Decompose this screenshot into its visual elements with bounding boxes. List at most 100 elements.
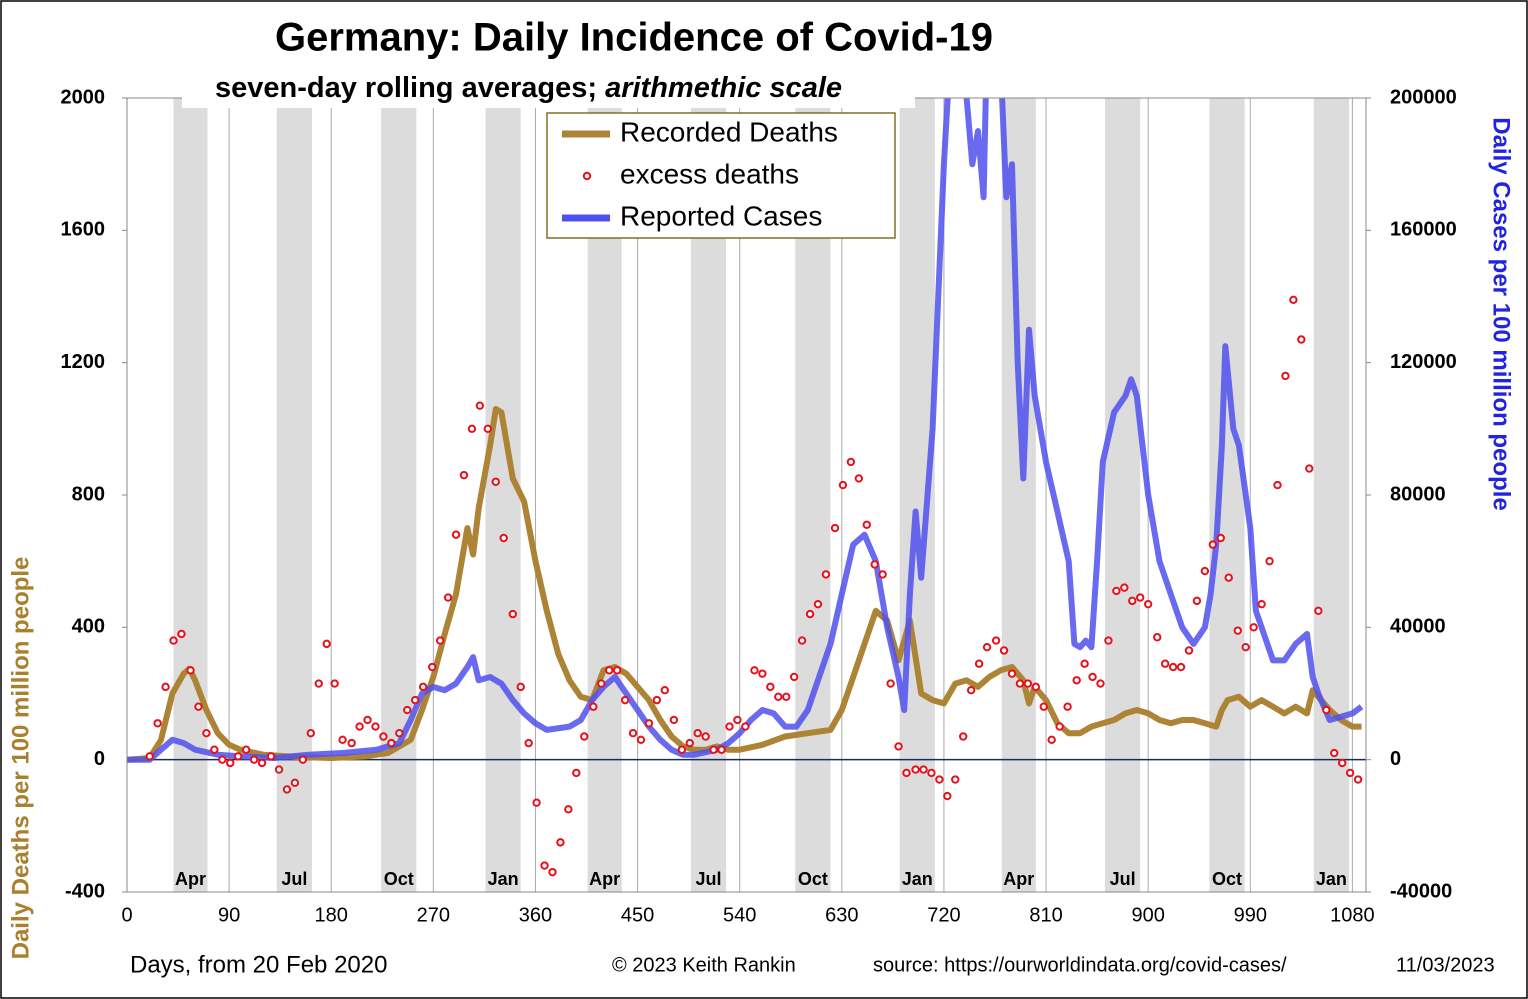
date: 11/03/2023 <box>1396 954 1495 976</box>
excess-death-point <box>322 639 331 649</box>
x-tick-label: 990 <box>1234 904 1267 926</box>
y-tick-label: 400 <box>72 616 105 638</box>
excess-death-point <box>306 729 316 738</box>
x-tick-label: 720 <box>927 904 960 926</box>
excess-death-point <box>572 768 581 778</box>
excess-death-point <box>1112 586 1121 596</box>
month-label: Jul <box>1110 869 1136 889</box>
excess-death-point <box>774 692 783 702</box>
legend-label: Recorded Deaths <box>620 116 838 147</box>
excess-death-point <box>1281 371 1290 381</box>
excess-death-point <box>177 629 186 639</box>
y-tick-label: 800 <box>72 483 105 505</box>
y2-tick-label: 0 <box>1390 748 1401 770</box>
excess-death-point <box>597 679 606 688</box>
excess-death-point <box>1015 679 1025 688</box>
excess-death-point <box>1322 705 1331 715</box>
legend-label: excess deaths <box>620 158 799 189</box>
excess-death-point <box>652 695 662 705</box>
month-label: Jan <box>1316 869 1347 889</box>
excess-death-point <box>1055 722 1064 731</box>
excess-death-point <box>1265 556 1274 566</box>
excess-death-point <box>805 609 815 619</box>
excess-death-point <box>1192 596 1202 606</box>
x-tick-label: 540 <box>723 904 756 926</box>
month-band <box>1209 98 1245 892</box>
excess-death-point <box>605 666 614 675</box>
excess-death-point <box>1007 669 1017 678</box>
excess-death-point <box>1224 573 1233 582</box>
excess-death-point <box>532 798 541 807</box>
excess-death-point <box>1249 623 1258 632</box>
chart-title: Germany: Daily Incidence of Covid-19 <box>275 16 993 60</box>
x-tick-label: 360 <box>519 904 552 926</box>
excess-death-point <box>789 672 799 682</box>
excess-death-point <box>274 765 284 774</box>
excess-death-point <box>1080 659 1089 668</box>
month-label: Apr <box>1003 869 1034 889</box>
y2-tick-label: 200000 <box>1390 86 1457 108</box>
excess-death-point <box>1289 295 1298 305</box>
x-tick-label: 0 <box>121 904 132 926</box>
excess-death-point <box>355 722 364 731</box>
excess-death-point <box>1330 748 1339 758</box>
y2-tick-label: 120000 <box>1390 351 1457 373</box>
excess-death-point <box>677 745 687 754</box>
excess-death-point <box>628 729 638 738</box>
month-band <box>1105 98 1141 892</box>
month-band <box>173 98 208 892</box>
excess-death-point <box>589 702 598 711</box>
excess-death-point <box>1241 642 1250 652</box>
excess-death-point <box>1353 775 1363 784</box>
excess-death-point <box>257 758 267 768</box>
excess-death-point <box>951 775 960 784</box>
x-tick-label: 900 <box>1131 904 1164 926</box>
month-band <box>1001 98 1036 892</box>
excess-death-point <box>669 715 679 725</box>
excess-death-point <box>524 738 533 748</box>
excess-death-point <box>467 424 477 434</box>
excess-death-point <box>314 679 323 688</box>
y-axis-label: Daily Deaths per 100 million people <box>7 557 34 960</box>
legend-label: Reported Cases <box>620 200 822 231</box>
x-tick-label: 1080 <box>1330 904 1375 926</box>
excess-death-point <box>1039 702 1048 711</box>
excess-death-point <box>153 719 162 728</box>
excess-death-point <box>1153 633 1162 642</box>
excess-death-point <box>782 692 791 702</box>
y-tick-label: -400 <box>65 880 105 902</box>
excess-death-point <box>1200 566 1210 576</box>
month-band <box>276 98 312 892</box>
excess-death-point <box>878 570 887 579</box>
excess-death-point <box>894 742 903 751</box>
excess-death-point <box>218 755 227 764</box>
excess-death-point <box>919 765 928 774</box>
excess-death-point <box>1297 335 1306 344</box>
excess-death-point <box>1128 596 1137 606</box>
month-label: Jul <box>695 869 721 889</box>
excess-death-point <box>330 679 339 688</box>
excess-death-point <box>1096 679 1105 688</box>
excess-death-point <box>862 520 871 529</box>
excess-death-point <box>959 732 968 741</box>
excess-death-point <box>982 642 992 652</box>
excess-death-point <box>249 755 259 764</box>
excess-death-point <box>186 666 195 675</box>
x-tick-label: 630 <box>825 904 858 926</box>
excess-death-point <box>459 470 469 480</box>
y-tick-label: 0 <box>94 748 105 770</box>
excess-death-point <box>1168 662 1178 672</box>
excess-death-point <box>1047 735 1056 745</box>
excess-death-point <box>483 424 493 434</box>
excess-death-point <box>813 599 823 609</box>
month-label: Oct <box>384 869 414 889</box>
chart-subtitle: seven-day rolling averages; arithmethic … <box>215 72 842 104</box>
excess-death-point <box>540 861 549 870</box>
excess-death-point <box>290 778 300 788</box>
excess-death-point <box>241 745 251 754</box>
series-line <box>127 406 1362 763</box>
subtitle-backdrop <box>182 66 915 108</box>
excess-death-point <box>1136 593 1145 602</box>
excess-death-point <box>838 480 848 490</box>
